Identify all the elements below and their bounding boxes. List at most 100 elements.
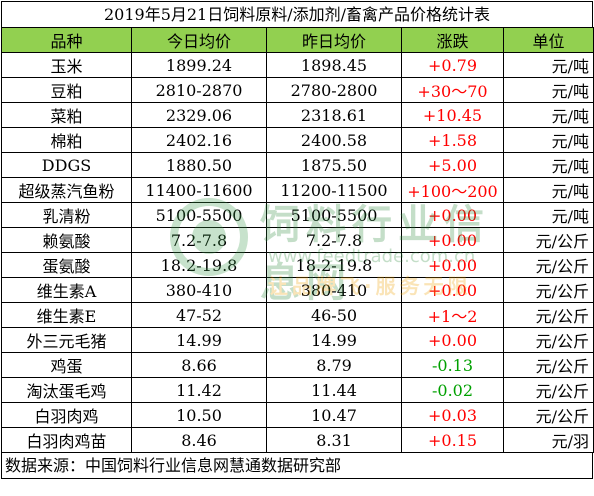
- cell-yesterday: 8.31: [266, 427, 402, 453]
- cell-today: 1880.50: [131, 152, 267, 178]
- cell-change: +0.00: [401, 252, 504, 278]
- cell-change: +10.45: [401, 102, 504, 128]
- header-row: 品种 今日均价 昨日均价 涨跌 单位: [1, 27, 594, 53]
- cell-name: 玉米: [1, 52, 132, 78]
- cell-unit: 元/公斤: [503, 227, 594, 253]
- table-row: 外三元毛猪 14.99 14.99 +0.00 元/公斤: [1, 327, 594, 353]
- header-yesterday: 昨日均价: [266, 27, 402, 53]
- table-row: 棉粕 2402.16 2400.58 +1.58 元/吨: [1, 127, 594, 153]
- cell-today: 18.2-19.8: [131, 252, 267, 278]
- cell-change: -0.02: [401, 377, 504, 403]
- table-row: 赖氨酸 7.2-7.8 7.2-7.8 +0.00 元/公斤: [1, 227, 594, 253]
- cell-today: 2329.06: [131, 102, 267, 128]
- cell-change: +100～200: [401, 177, 504, 203]
- table-row: 蛋氨酸 18.2-19.8 18.2-19.8 +0.00 元/公斤: [1, 252, 594, 278]
- cell-change: +0.00: [401, 327, 504, 353]
- cell-change: +0.00: [401, 277, 504, 303]
- cell-change: +0.00: [401, 202, 504, 228]
- cell-yesterday: 2318.61: [266, 102, 402, 128]
- cell-yesterday: 10.47: [266, 402, 402, 428]
- table-row: 淘汰蛋毛鸡 11.42 11.44 -0.02 元/公斤: [1, 377, 594, 403]
- cell-change: +0.03: [401, 402, 504, 428]
- data-source: 数据来源：中国饲料行业信息网慧通数据研究部: [1, 453, 593, 479]
- cell-name: 超级蒸汽鱼粉: [1, 177, 132, 203]
- cell-unit: 元/公斤: [503, 402, 594, 428]
- cell-name: 维生素E: [1, 302, 132, 328]
- header-change: 涨跌: [401, 27, 504, 53]
- cell-today: 8.46: [131, 427, 267, 453]
- cell-unit: 元/吨: [503, 127, 594, 153]
- header-name: 品种: [1, 27, 132, 53]
- cell-yesterday: 380-410: [266, 277, 402, 303]
- cell-name: 白羽肉鸡: [1, 402, 132, 428]
- cell-today: 11400-11600: [131, 177, 267, 203]
- cell-change: +0.15: [401, 427, 504, 453]
- cell-today: 5100-5500: [131, 202, 267, 228]
- header-today: 今日均价: [131, 27, 267, 53]
- cell-unit: 元/吨: [503, 152, 594, 178]
- cell-unit: 元/公斤: [503, 302, 594, 328]
- cell-today: 1899.24: [131, 52, 267, 78]
- price-table: 品种 今日均价 昨日均价 涨跌 单位 玉米 1899.24 1898.45 +0.79…: [1, 27, 594, 453]
- cell-change: +1.58: [401, 127, 504, 153]
- price-table-container: 2019年5月21日饲料原料/添加剂/畜禽产品价格统计表 品种 今日均价 昨日均…: [1, 1, 594, 479]
- cell-unit: 元/公斤: [503, 327, 594, 353]
- cell-yesterday: 1898.45: [266, 52, 402, 78]
- cell-change: +30～70: [401, 77, 504, 103]
- cell-yesterday: 7.2-7.8: [266, 227, 402, 253]
- cell-name: 赖氨酸: [1, 227, 132, 253]
- cell-change: +0.00: [401, 227, 504, 253]
- cell-unit: 元/公斤: [503, 277, 594, 303]
- table-row: 白羽肉鸡 10.50 10.47 +0.03 元/公斤: [1, 402, 594, 428]
- cell-today: 2402.16: [131, 127, 267, 153]
- table-row: 白羽肉鸡苗 8.46 8.31 +0.15 元/羽: [1, 427, 594, 453]
- cell-unit: 元/羽: [503, 427, 594, 453]
- table-row: 维生素E 47-52 46-50 +1～2 元/公斤: [1, 302, 594, 328]
- header-unit: 单位: [503, 27, 594, 53]
- cell-yesterday: 1875.50: [266, 152, 402, 178]
- table-row: DDGS 1880.50 1875.50 +5.00 元/吨: [1, 152, 594, 178]
- cell-unit: 元/吨: [503, 102, 594, 128]
- table-body: 玉米 1899.24 1898.45 +0.79 元/吨 豆粕 2810-2870 2780-…: [1, 52, 594, 453]
- cell-yesterday: 18.2-19.8: [266, 252, 402, 278]
- cell-name: 乳清粉: [1, 202, 132, 228]
- table-row: 维生素A 380-410 380-410 +0.00 元/公斤: [1, 277, 594, 303]
- cell-today: 10.50: [131, 402, 267, 428]
- table-row: 菜粕 2329.06 2318.61 +10.45 元/吨: [1, 102, 594, 128]
- table-row: 玉米 1899.24 1898.45 +0.79 元/吨: [1, 52, 594, 78]
- cell-yesterday: 11.44: [266, 377, 402, 403]
- table-title: 2019年5月21日饲料原料/添加剂/畜禽产品价格统计表: [1, 1, 593, 27]
- cell-name: 蛋氨酸: [1, 252, 132, 278]
- cell-today: 380-410: [131, 277, 267, 303]
- cell-today: 47-52: [131, 302, 267, 328]
- cell-change: +0.79: [401, 52, 504, 78]
- cell-today: 7.2-7.8: [131, 227, 267, 253]
- cell-today: 2810-2870: [131, 77, 267, 103]
- cell-change: -0.13: [401, 352, 504, 378]
- cell-change: +5.00: [401, 152, 504, 178]
- cell-today: 11.42: [131, 377, 267, 403]
- cell-yesterday: 46-50: [266, 302, 402, 328]
- cell-name: 菜粕: [1, 102, 132, 128]
- cell-unit: 元/吨: [503, 52, 594, 78]
- cell-unit: 元/公斤: [503, 252, 594, 278]
- cell-yesterday: 11200-11500: [266, 177, 402, 203]
- cell-today: 14.99: [131, 327, 267, 353]
- cell-yesterday: 14.99: [266, 327, 402, 353]
- cell-name: 棉粕: [1, 127, 132, 153]
- cell-name: 维生素A: [1, 277, 132, 303]
- cell-name: 豆粕: [1, 77, 132, 103]
- cell-yesterday: 2400.58: [266, 127, 402, 153]
- cell-yesterday: 8.79: [266, 352, 402, 378]
- cell-unit: 元/公斤: [503, 377, 594, 403]
- cell-change: +1～2: [401, 302, 504, 328]
- cell-name: 淘汰蛋毛鸡: [1, 377, 132, 403]
- table-row: 豆粕 2810-2870 2780-2800 +30～70 元/吨: [1, 77, 594, 103]
- table-row: 超级蒸汽鱼粉 11400-11600 11200-11500 +100～200 元/吨: [1, 177, 594, 203]
- cell-name: DDGS: [1, 152, 132, 178]
- cell-name: 鸡蛋: [1, 352, 132, 378]
- cell-today: 8.66: [131, 352, 267, 378]
- cell-name: 白羽肉鸡苗: [1, 427, 132, 453]
- cell-yesterday: 5100-5500: [266, 202, 402, 228]
- cell-yesterday: 2780-2800: [266, 77, 402, 103]
